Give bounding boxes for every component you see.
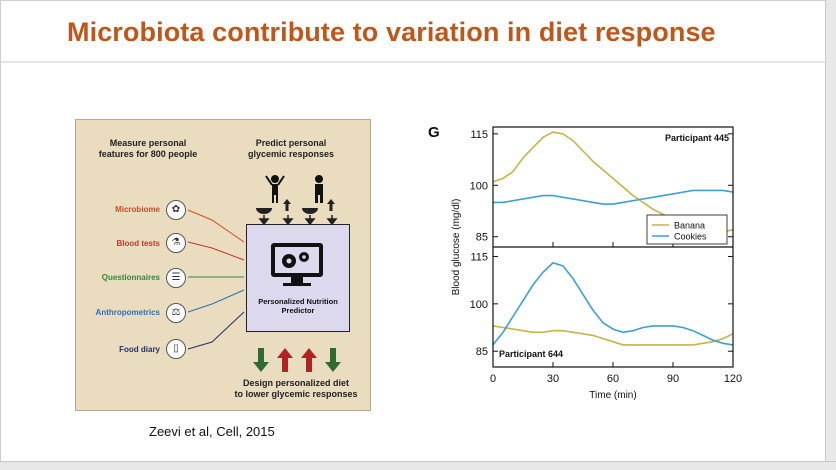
vertical-scrollbar[interactable] [825, 0, 836, 470]
predict-responses-label: Predict personal glycemic responses [247, 138, 335, 159]
series-line-cookies-p2 [492, 261, 734, 346]
y-tick-label: 85 [476, 346, 488, 358]
feature-label-blood-tests: Blood tests [116, 239, 160, 248]
nutrition-predictor-diagram: Measure personal features for 800 people… [75, 119, 371, 411]
x-tick-label: 120 [724, 373, 742, 385]
slide-title: Microbiota contribute to variation in di… [67, 17, 716, 47]
x-tick-label: 30 [547, 373, 559, 385]
y-tick-label: 115 [470, 251, 488, 263]
food-bowl-icon [256, 208, 318, 214]
panel-title-2: Participant 644 [499, 349, 563, 359]
y-axis-label: Blood glucose (mg/dl) [451, 199, 462, 296]
series-line-banana-p2 [492, 325, 734, 346]
diagram-graphics [187, 175, 341, 372]
x-tick-label: 60 [607, 373, 619, 385]
legend-label-banana: Banana [674, 221, 705, 231]
questionnaire-icon: ☰ [166, 268, 186, 288]
person-arms-up-icon [265, 175, 285, 203]
feature-label-anthropometrics: Anthropometrics [95, 308, 160, 317]
panel-label: G [428, 124, 440, 141]
horizontal-scrollbar[interactable] [0, 461, 836, 470]
y-tick-label: 100 [470, 299, 488, 311]
glucose-chart: 85 100 115 Participant 445 85 100 115 Participa… [451, 126, 742, 401]
nutrition-predictor-box: Personalized Nutrition Predictor [246, 224, 350, 332]
computer-gears-icon [271, 243, 323, 286]
glucose-arrow-icons [283, 199, 335, 211]
y-tick-label: 115 [470, 129, 488, 141]
measure-features-label: Measure personal features for 800 people [98, 138, 198, 159]
feature-label-food-diary: Food diary [119, 345, 160, 354]
predictor-label: Personalized Nutrition Predictor [258, 297, 338, 315]
feature-connectors [187, 209, 245, 350]
feature-label-microbiome: Microbiome [115, 205, 160, 214]
legend-label-cookies: Cookies [674, 232, 707, 242]
series-line-cookies-p1 [493, 189, 734, 205]
blood-test-icon: ⚗ [166, 233, 186, 253]
legend-box [646, 214, 728, 245]
bacteria-icon: ✿ [166, 200, 186, 220]
x-axis-label: Time (min) [589, 390, 636, 401]
person-standing-icon [315, 175, 323, 203]
diet-design-arrows [253, 348, 341, 372]
phone-icon: ▯ [166, 339, 186, 359]
panel-title-1: Participant 445 [665, 133, 729, 143]
design-diet-label: Design personalized diet to lower glycem… [234, 378, 358, 399]
feature-label-questionnaires: Questionnaires [101, 273, 160, 282]
y-tick-label: 100 [470, 180, 488, 192]
x-tick-label: 0 [490, 373, 496, 385]
y-tick-label: 85 [476, 232, 488, 244]
input-arrows [258, 215, 338, 226]
citation: Zeevi et al, Cell, 2015 [149, 424, 275, 439]
x-tick-label: 90 [667, 373, 679, 385]
slide: Microbiota contribute to variation in di… [0, 0, 827, 462]
title-divider [1, 61, 827, 63]
scale-icon: ⚖ [166, 303, 186, 323]
